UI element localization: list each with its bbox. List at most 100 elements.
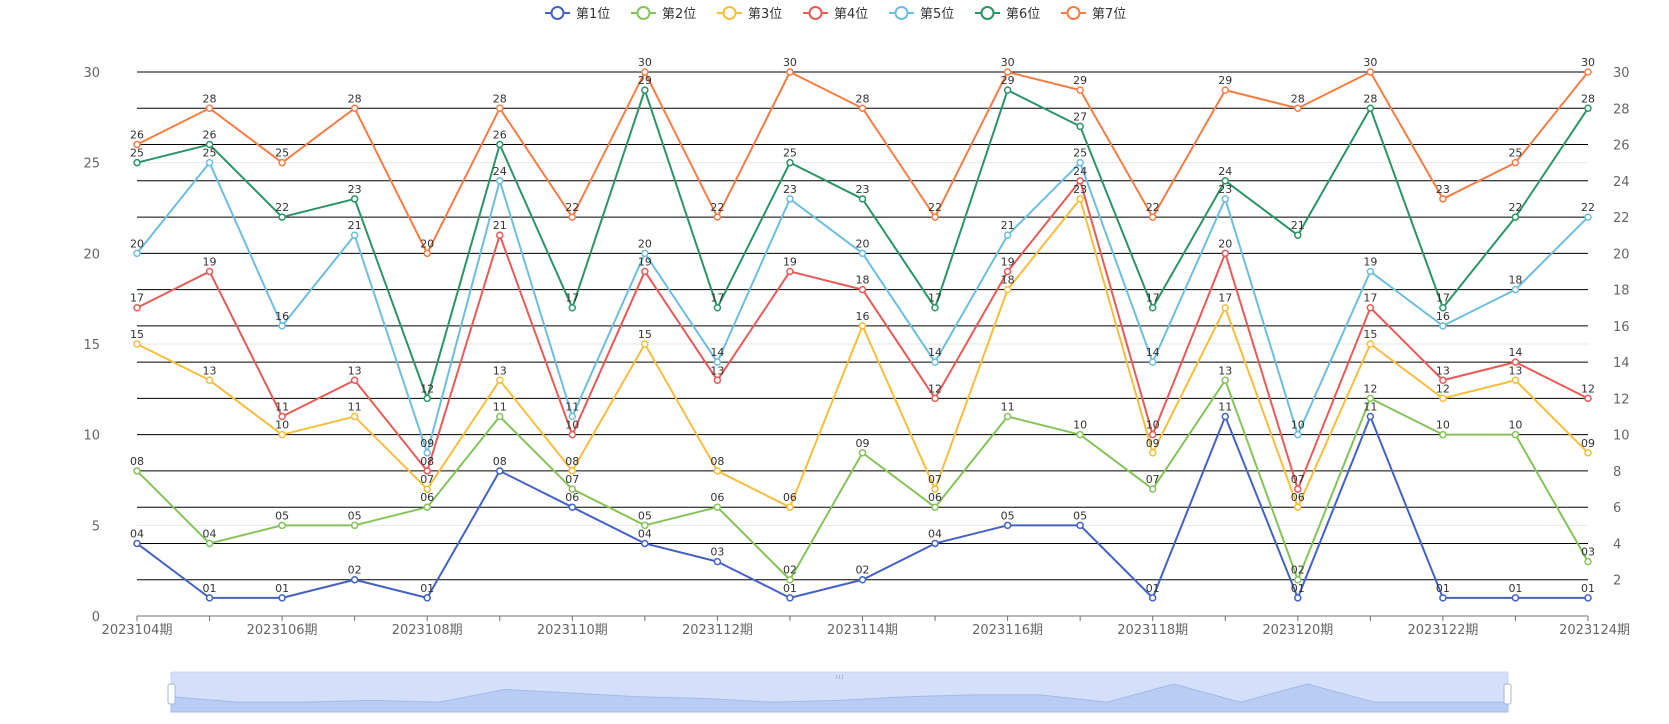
- data-point[interactable]: [350, 521, 359, 530]
- data-point[interactable]: [1511, 430, 1520, 439]
- data-point[interactable]: [713, 503, 722, 511]
- data-point[interactable]: [1584, 104, 1592, 113]
- data-point[interactable]: [133, 303, 141, 312]
- data-point[interactable]: [1294, 231, 1302, 239]
- data-point[interactable]: [1584, 594, 1592, 602]
- data-point[interactable]: [1366, 340, 1375, 348]
- data-point[interactable]: [205, 104, 214, 113]
- data-point[interactable]: [496, 376, 504, 385]
- data-point[interactable]: [713, 303, 722, 312]
- data-point[interactable]: [1003, 412, 1012, 421]
- data-point[interactable]: [1076, 122, 1084, 131]
- data-point[interactable]: [568, 430, 577, 439]
- data-point[interactable]: [1511, 358, 1520, 366]
- data-point[interactable]: [1294, 575, 1302, 584]
- data-point[interactable]: [278, 322, 286, 330]
- data-point[interactable]: [1221, 195, 1229, 203]
- data-point[interactable]: [1584, 557, 1592, 566]
- data-point[interactable]: [858, 104, 867, 113]
- data-point[interactable]: [1439, 195, 1447, 203]
- data-point[interactable]: [423, 249, 431, 258]
- data-point[interactable]: [205, 267, 214, 276]
- data-point[interactable]: [641, 340, 649, 348]
- data-point[interactable]: [713, 557, 722, 566]
- data-point[interactable]: [133, 467, 141, 475]
- data-point[interactable]: [568, 485, 577, 493]
- data-point[interactable]: [1076, 158, 1084, 167]
- data-point[interactable]: [1366, 267, 1375, 276]
- data-point[interactable]: [1294, 430, 1302, 439]
- data-point[interactable]: [1003, 86, 1012, 94]
- data-point[interactable]: [205, 594, 214, 602]
- data-point[interactable]: [1584, 213, 1592, 221]
- data-point[interactable]: [1148, 358, 1157, 366]
- data-point[interactable]: [858, 322, 867, 330]
- data-point[interactable]: [931, 539, 939, 548]
- data-point[interactable]: [496, 467, 504, 475]
- data-point[interactable]: [205, 539, 214, 548]
- data-point[interactable]: [1511, 594, 1520, 602]
- data-point[interactable]: [786, 503, 794, 511]
- data-point[interactable]: [423, 449, 431, 457]
- data-point[interactable]: [1148, 449, 1157, 457]
- data-point[interactable]: [350, 376, 359, 385]
- data-point[interactable]: [133, 140, 141, 149]
- data-point[interactable]: [1221, 303, 1229, 312]
- data-point[interactable]: [1221, 249, 1229, 258]
- data-point[interactable]: [1366, 412, 1375, 421]
- data-point[interactable]: [1511, 376, 1520, 385]
- data-point[interactable]: [786, 195, 794, 203]
- data-point[interactable]: [713, 467, 722, 475]
- data-point[interactable]: [858, 285, 867, 294]
- data-point[interactable]: [641, 249, 649, 258]
- data-point[interactable]: [1294, 104, 1302, 113]
- data-point[interactable]: [641, 68, 649, 76]
- data-point[interactable]: [1076, 430, 1084, 439]
- data-point[interactable]: [1439, 594, 1447, 602]
- data-point[interactable]: [1294, 503, 1302, 511]
- data-point[interactable]: [786, 68, 794, 76]
- legend-item-1[interactable]: 第1位: [545, 6, 610, 22]
- data-point[interactable]: [133, 539, 141, 548]
- data-point[interactable]: [350, 412, 359, 421]
- data-point[interactable]: [1076, 195, 1084, 203]
- legend-item-7[interactable]: 第7位: [1061, 6, 1126, 22]
- data-point[interactable]: [496, 104, 504, 113]
- data-point[interactable]: [786, 158, 794, 167]
- data-point[interactable]: [278, 430, 286, 439]
- legend-item-2[interactable]: 第2位: [631, 6, 696, 22]
- data-point[interactable]: [1584, 394, 1592, 403]
- series-1[interactable]: [133, 412, 1592, 602]
- data-point[interactable]: [1003, 521, 1012, 530]
- data-point[interactable]: [931, 303, 939, 312]
- data-point[interactable]: [1294, 594, 1302, 602]
- data-point[interactable]: [350, 231, 359, 239]
- data-point[interactable]: [350, 104, 359, 113]
- data-point[interactable]: [205, 140, 214, 149]
- data-point[interactable]: [1148, 430, 1157, 439]
- data-point[interactable]: [1148, 213, 1157, 221]
- data-point[interactable]: [1584, 449, 1592, 457]
- data-point[interactable]: [1439, 394, 1447, 403]
- series-7[interactable]: [133, 68, 1592, 258]
- data-point[interactable]: [1148, 485, 1157, 493]
- data-point[interactable]: [786, 594, 794, 602]
- data-point[interactable]: [713, 376, 722, 385]
- legend-item-5[interactable]: 第5位: [889, 6, 954, 22]
- data-point[interactable]: [1366, 68, 1375, 76]
- datazoom-handle-right[interactable]: [1503, 683, 1512, 705]
- data-point[interactable]: [858, 249, 867, 258]
- data-point[interactable]: [1003, 285, 1012, 294]
- series-4[interactable]: [133, 177, 1592, 493]
- data-point[interactable]: [1076, 177, 1084, 185]
- data-point[interactable]: [1511, 158, 1520, 167]
- data-point[interactable]: [423, 394, 431, 403]
- data-point[interactable]: [1439, 376, 1447, 385]
- data-point[interactable]: [568, 503, 577, 511]
- data-point[interactable]: [133, 158, 141, 167]
- data-point[interactable]: [931, 485, 939, 493]
- data-point[interactable]: [1439, 322, 1447, 330]
- series-lines[interactable]: [133, 68, 1592, 602]
- data-point[interactable]: [931, 503, 939, 511]
- legend-item-4[interactable]: 第4位: [803, 6, 868, 22]
